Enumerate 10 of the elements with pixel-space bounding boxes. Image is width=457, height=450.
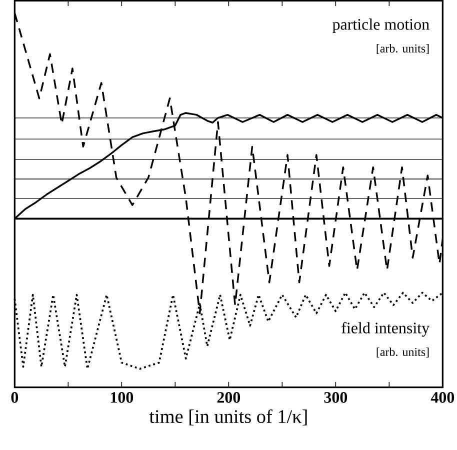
annotation: [arb. units] (376, 348, 429, 358)
x-tick-label: 100 (110, 392, 134, 403)
x-tick-label: 300 (324, 392, 348, 403)
annotation: particle motion (332, 18, 430, 34)
x-axis-title: time [in units of 1/κ] (149, 409, 307, 426)
x-tick-label: 0 (11, 392, 18, 403)
x-tick-label: 200 (217, 392, 240, 403)
annotation: field intensity (342, 322, 430, 337)
annotation: [arb. units] (376, 44, 429, 54)
x-tick-label: 400 (430, 392, 454, 403)
